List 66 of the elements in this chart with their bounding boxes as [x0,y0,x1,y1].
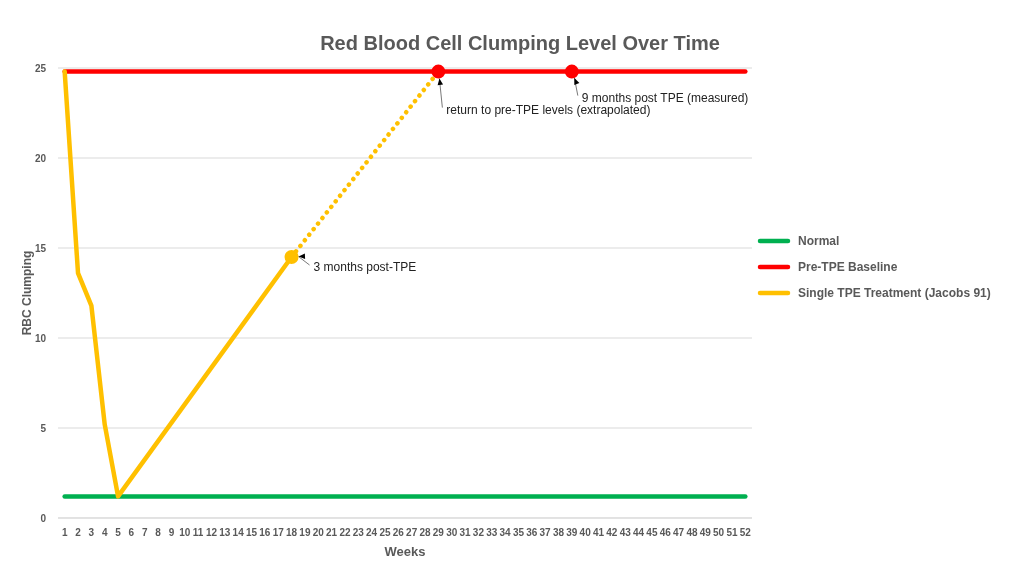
x-tick-label: 5 [115,527,122,538]
y-axis-title: RBC Clumping [20,250,34,336]
y-tick-label: 5 [40,423,47,434]
x-axis-title: Weeks [384,544,426,559]
x-tick-label: 18 [286,527,298,538]
y-tick-label: 25 [34,63,47,74]
x-tick-label: 17 [272,527,285,538]
x-tick-label: 8 [155,527,162,538]
y-tick-label: 10 [34,333,47,344]
x-tick-label: 3 [88,527,95,538]
x-tick-label: 11 [192,527,204,538]
x-tick-label: 21 [326,527,338,538]
x-tick-label: 22 [339,527,351,538]
x-tick-label: 50 [713,527,725,538]
x-tick-label: 36 [526,527,538,538]
legend-label: Normal [798,234,840,248]
x-tick-label: 25 [379,527,391,538]
x-tick-label: 13 [219,527,231,538]
x-tick-label: 41 [592,527,605,538]
x-tick-label: 52 [739,527,752,538]
chart-title: Red Blood Cell Clumping Level Over Time [320,32,720,54]
x-tick-label: 16 [259,527,271,538]
x-tick-label: 28 [419,527,432,538]
x-tick-label: 10 [179,527,191,538]
x-tick-label: 19 [299,527,311,538]
x-tick-label: 33 [486,527,498,538]
x-tick-label: 6 [128,527,135,538]
x-tick-label: 14 [232,527,245,538]
x-tick-label: 37 [539,527,552,538]
x-tick-label: 35 [512,527,525,538]
x-tick-label: 29 [432,527,445,538]
y-tick-label: 15 [34,243,47,254]
x-tick-label: 2 [75,527,82,538]
x-tick-label: 51 [726,527,738,538]
x-tick-label: 27 [406,527,418,538]
legend-label: Pre-TPE Baseline [798,260,898,274]
x-tick-label: 9 [168,527,175,538]
x-tick-label: 24 [366,527,378,538]
x-tick-label: 44 [633,527,645,538]
x-tick-label: 31 [459,527,472,538]
x-tick-label: 26 [392,527,405,538]
x-tick-label: 47 [673,527,685,538]
x-tick-label: 34 [499,527,512,538]
legend-label: Single TPE Treatment (Jacobs 91) [798,286,991,300]
x-tick-label: 43 [619,527,632,538]
x-tick-label: 32 [472,527,485,538]
x-tick-label: 45 [646,527,658,538]
x-tick-label: 38 [552,527,565,538]
x-tick-label: 4 [101,527,108,538]
x-tick-label: 49 [699,527,712,538]
x-tick-label: 46 [659,527,672,538]
annotation: 3 months post-TPE [313,260,417,274]
x-tick-label: 48 [686,527,698,538]
x-tick-label: 1 [61,527,68,538]
annotation: 9 months post TPE (measured) [581,90,749,105]
x-tick-label: 39 [566,527,578,538]
y-tick-label: 20 [34,153,47,164]
x-tick-label: 7 [141,527,148,538]
x-tick-label: 30 [446,527,458,538]
x-tick-label: 20 [312,527,325,538]
y-tick-label: 0 [40,513,47,524]
x-tick-label: 12 [205,527,218,538]
x-tick-label: 15 [245,527,258,538]
x-tick-label: 40 [579,527,592,538]
x-tick-label: 42 [606,527,618,538]
x-tick-label: 23 [352,527,365,538]
